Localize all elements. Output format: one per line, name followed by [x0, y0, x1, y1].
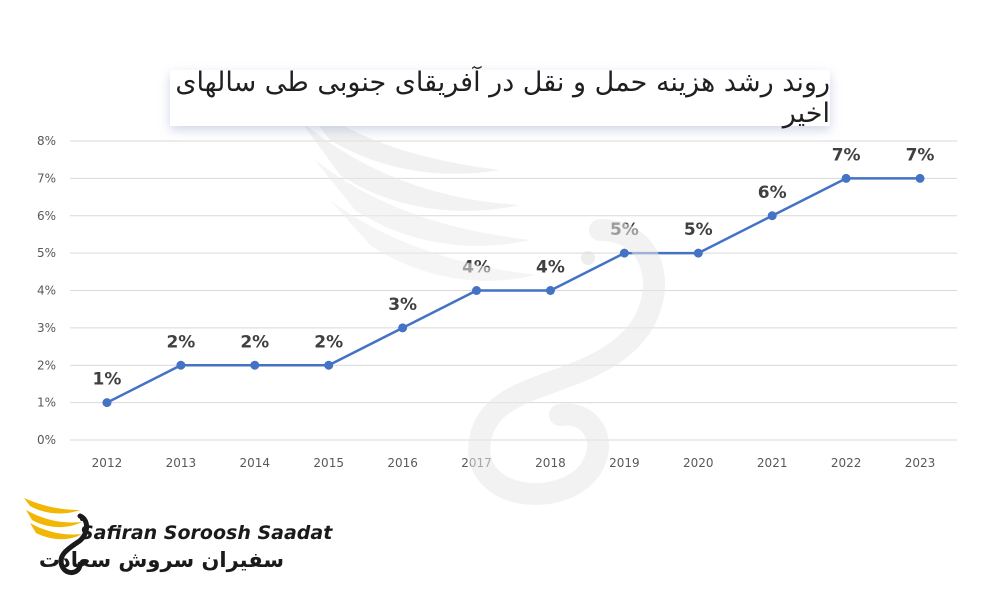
y-tick-label: 2%	[37, 358, 56, 372]
y-tick-label: 0%	[37, 433, 56, 447]
bird-wing-icon	[24, 498, 89, 575]
series-line-path	[106, 177, 921, 404]
x-tick-label: 2023	[905, 456, 936, 470]
brand-name-en: Safiran Soroosh Saadat	[80, 522, 333, 544]
x-tick-label: 2018	[535, 456, 566, 470]
y-tick-label: 8%	[37, 134, 56, 148]
data-point	[250, 360, 260, 370]
data-point	[619, 248, 629, 258]
data-point	[324, 360, 334, 370]
data-label: 4%	[536, 258, 565, 278]
data-point	[915, 173, 925, 183]
y-tick-label: 5%	[37, 246, 56, 260]
data-point	[767, 211, 777, 221]
data-point	[398, 323, 408, 333]
data-label: 3%	[388, 295, 417, 315]
x-tick-label: 2015	[313, 456, 344, 470]
data-point	[102, 398, 112, 408]
data-label: 1%	[93, 370, 122, 390]
data-point	[545, 286, 555, 295]
data-label: 2%	[314, 332, 343, 352]
x-tick-label: 2022	[831, 456, 862, 470]
y-tick-label: 4%	[37, 284, 56, 298]
y-tick-label: 3%	[37, 321, 56, 335]
y-axis-ticks: 0% 1% 2% 3% 4% 5% 6% 7% 8%	[37, 134, 56, 447]
x-tick-label: 2016	[387, 456, 418, 470]
data-point	[693, 248, 703, 258]
data-point	[176, 360, 186, 370]
data-label: 2%	[240, 332, 269, 352]
data-label: 2%	[166, 332, 195, 352]
data-points	[102, 173, 925, 408]
y-tick-label: 7%	[37, 171, 56, 185]
x-tick-label: 2012	[92, 456, 123, 470]
data-label: 7%	[832, 145, 861, 165]
brand-name-fa: سفیران سروش سعادت	[38, 548, 284, 572]
x-axis-ticks: 2012 2013 2014 2015 2016 2017 2018 2019 2020 2021…	[92, 456, 936, 470]
data-point	[472, 286, 482, 295]
y-tick-label: 1%	[37, 396, 56, 410]
chart-title-box: روند رشد هزینه حمل و نقل در آفریقای جنوب…	[170, 67, 830, 129]
data-label: 5%	[684, 220, 713, 240]
y-tick-label: 6%	[37, 209, 56, 223]
x-tick-label: 2013	[166, 456, 197, 470]
chart-title: روند رشد هزینه حمل و نقل در آفریقای جنوب…	[175, 67, 830, 129]
bird-watermark-icon	[290, 90, 665, 505]
x-tick-label: 2019	[609, 456, 640, 470]
series-line	[106, 177, 921, 404]
x-tick-label: 2021	[757, 456, 788, 470]
x-tick-label: 2020	[683, 456, 714, 470]
data-label: 6%	[758, 183, 787, 203]
data-label: 7%	[906, 145, 935, 165]
brand-logo: Safiran Soroosh Saadat سفیران سروش سعادت	[22, 492, 332, 582]
data-point	[841, 173, 851, 183]
x-tick-label: 2014	[240, 456, 271, 470]
